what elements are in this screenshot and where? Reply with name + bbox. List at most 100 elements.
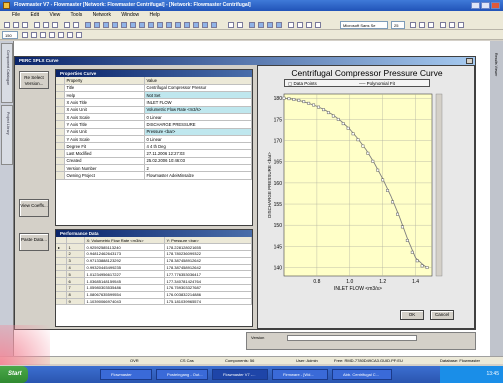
property-value[interactable]: 2 [144,164,252,173]
y-value[interactable]: 178.228128021655 [164,243,252,252]
x-value[interactable]: 0.92592585113240 [84,243,165,252]
y-value[interactable]: 176.759303327687 [164,284,252,292]
table-row[interactable]: X Axis Unit Volumetric Flow Rate <m3/s> [56,106,252,115]
redo-icon[interactable] [73,22,79,28]
open-icon[interactable] [13,22,19,28]
cancel-button[interactable]: Cancel [430,310,454,320]
x-value[interactable]: 0.99320445499235 [84,264,165,272]
minimize-icon[interactable] [471,2,480,9]
left-panel-tab[interactable]: Component Catalogue [1,43,13,103]
property-value[interactable]: Centrifugal Compressor Pressur [144,84,252,93]
property-value[interactable]: Not Set [144,91,252,100]
reselect-version-button[interactable]: Re Select Version... [19,71,49,89]
property-value[interactable]: DISCHARGE PRESSURE [144,120,252,129]
menu-file[interactable]: File [12,12,21,18]
table-row[interactable]: 9 1.10390066974043 175.181039965574 [56,298,252,306]
table-row[interactable]: Title Centrifugal Compressor Pressur [56,84,252,93]
table-row[interactable]: Y Axis Scale 0 Linear [56,135,252,144]
y-value[interactable]: 178.387458912642 [164,264,252,272]
x-value[interactable]: 0.94812462643173 [84,250,165,258]
x-value[interactable]: 1.05980303535486 [84,284,165,292]
pan-icon[interactable] [58,32,64,38]
text-tool-icon[interactable] [228,22,234,28]
zoom-out-icon[interactable] [31,32,37,38]
underline-icon[interactable] [428,22,434,28]
property-value[interactable]: Volumetric Flow Rate <m3/s> [144,106,252,115]
property-value[interactable]: 0 Linear [144,135,252,144]
component-icon[interactable] [211,22,217,28]
clear-format-icon[interactable] [237,22,243,28]
cut-icon[interactable] [34,22,40,28]
font-color-icon[interactable] [458,22,464,28]
table-row[interactable]: 2 0.94812462643173 178.780236099322 [56,250,252,258]
y-value[interactable]: 176.003832214886 [164,291,252,299]
bold-icon[interactable] [410,22,416,28]
line-color-icon[interactable] [449,22,455,28]
table-row[interactable]: 8 1.08067635599554 176.003832214886 [56,291,252,299]
table-row[interactable]: 6 1.03685148159545 177.340781424764 [56,277,252,286]
table-row[interactable]: X Axis Scale 0 Linear [56,113,252,122]
table-row[interactable]: X Axis Title INLET FLOW [56,98,252,107]
grid-icon[interactable] [49,32,55,38]
undo-icon[interactable] [64,22,70,28]
table-row[interactable]: Last Modified 27.11.2006 12:27:03 [56,149,252,158]
chart-scrollbar[interactable] [435,93,443,277]
property-value[interactable]: INLET FLOW [144,98,252,107]
justify-icon[interactable] [315,22,321,28]
align-center-icon[interactable] [297,22,303,28]
component-icon[interactable] [202,22,208,28]
component-icon[interactable] [148,22,154,28]
x-value[interactable]: 1.03685148159545 [84,277,165,286]
help-icon[interactable] [258,22,264,28]
menu-edit[interactable]: Edit [30,12,40,18]
ok-button[interactable]: OK [400,310,424,320]
menu-network[interactable]: Network [92,12,111,18]
close-icon[interactable] [491,2,500,9]
y-value[interactable]: 177.340781424764 [164,277,252,286]
table-row[interactable]: 5 1.01234956617227 177.776353036417 [56,270,252,279]
table-row[interactable]: Owning Project Flowmaster AdeiMinsalze [56,171,252,180]
property-value[interactable]: Pressure <bar> [144,128,252,136]
paste-data-button[interactable]: Paste Data... [19,233,49,251]
font-family-select[interactable]: Microsoft Sans Se [340,21,388,29]
left-panel-tab[interactable]: Project Library [1,105,13,165]
new-icon[interactable] [4,22,10,28]
taskbar-item[interactable]: Firmware - [Wd... [272,369,328,380]
table-row[interactable]: Degree Fit 4 4 th Deg [56,142,252,151]
property-value[interactable]: 27.11.2006 12:27:03 [144,149,252,158]
table-row[interactable]: Version Number 2 [56,164,252,173]
y-value[interactable]: 178.780236099322 [164,250,252,258]
x-value[interactable]: 0.97133888123292 [84,257,165,265]
component-icon[interactable] [103,22,109,28]
help-icon[interactable] [276,22,282,28]
select-icon[interactable] [67,32,73,38]
component-icon[interactable] [166,22,172,28]
component-icon[interactable] [130,22,136,28]
start-button[interactable]: Start [0,366,28,383]
property-value[interactable]: Flowmaster AdeiMinsalze [144,171,252,180]
property-value[interactable]: 0 Linear [144,113,252,122]
fill-color-icon[interactable] [440,22,446,28]
table-row[interactable]: 4 0.99320445499235 178.387458912642 [56,264,252,272]
help-icon[interactable] [249,22,255,28]
taskbar-item[interactable]: Flowmaster V7 -... [212,369,268,380]
zoom-in-icon[interactable] [22,32,28,38]
menu-help[interactable]: Help [149,12,160,18]
x-value[interactable]: 1.08067635599554 [84,291,165,299]
refresh-icon[interactable] [76,32,82,38]
component-icon[interactable] [112,22,118,28]
taskbar-item[interactable]: Posteingang - Out... [156,369,208,380]
table-row[interactable]: 3 0.97133888123292 178.387458912642 [56,257,252,265]
menu-window[interactable]: Window [121,12,140,18]
table-row[interactable]: Y Axis Title DISCHARGE PRESSURE [56,120,252,129]
x-value[interactable]: 1.10390066974043 [84,298,165,306]
italic-icon[interactable] [419,22,425,28]
zoom-select[interactable]: 150 [2,31,18,39]
y-value[interactable]: 177.776353036417 [164,270,252,279]
right-panel-tab[interactable]: Results Viewer [494,53,498,77]
component-icon[interactable] [157,22,163,28]
zoom-fit-icon[interactable] [40,32,46,38]
menu-view[interactable]: View [49,12,61,18]
property-value[interactable]: 4 4 th Deg [144,142,252,151]
dialog-close-icon[interactable] [466,58,473,64]
